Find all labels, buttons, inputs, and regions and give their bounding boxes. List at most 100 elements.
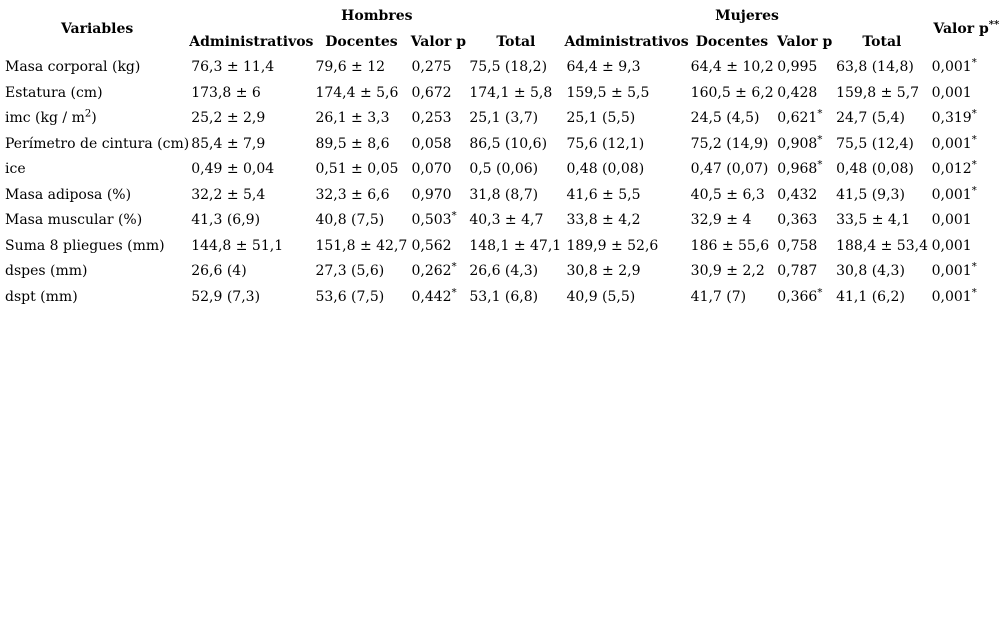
row-label: Masa corporal (kg) — [5, 59, 141, 76]
data-cell: 189,9 ± 52,6 — [566, 237, 659, 254]
group-header-mujeres: Mujeres — [715, 7, 779, 24]
row-label: dspt (mm) — [5, 288, 78, 305]
data-cell: 41,5 (9,3) — [836, 186, 905, 203]
significance-marker: * — [971, 185, 977, 197]
table-row: imc (kg / m2) 25,2 ± 2,9 26,1 ± 3,3 0,253 25… — [5, 106, 1003, 132]
valor-p-total-stars: ** — [988, 18, 1000, 30]
table-row: Masa muscular (%) 41,3 (6,9) 40,8 (7,5) 0,5… — [5, 208, 1003, 234]
col-header-mujeres-total: Total — [862, 33, 902, 50]
data-cell: 0,432 — [777, 186, 818, 203]
table-row: dspes (mm) 26,6 (4) 27,3 (5,6) 0,262* 26,6 (… — [5, 259, 1003, 285]
data-cell: 0,428 — [777, 84, 818, 101]
data-cell: 173,8 ± 6 — [191, 84, 261, 101]
data-cell: 0,5 (0,06) — [469, 161, 539, 178]
data-cell: 0,995 — [777, 59, 818, 76]
data-cell: 76,3 ± 11,4 — [191, 59, 275, 76]
data-cell: 0,366* — [777, 287, 823, 305]
valor-p-total-label: Valor p — [933, 20, 989, 37]
data-cell: 41,6 ± 5,5 — [566, 186, 641, 203]
data-cell: 26,6 (4) — [191, 263, 247, 280]
col-header-hombres-administrativos: Administrativos — [189, 33, 314, 50]
significance-marker: * — [971, 108, 977, 120]
data-cell: 0,001* — [931, 261, 977, 280]
data-cell: 79,6 ± 12 — [315, 59, 386, 76]
col-header-hombres-docentes: Docentes — [325, 33, 398, 50]
data-cell: 0,908* — [777, 134, 823, 152]
data-cell: 26,6 (4,3) — [469, 263, 539, 280]
data-cell: 0,262* — [411, 261, 457, 280]
data-cell: 26,1 ± 3,3 — [315, 110, 390, 127]
data-cell: 75,6 (12,1) — [566, 135, 645, 152]
table-header: Variables Hombres Mujeres Valor p** Admi… — [5, 3, 1003, 55]
data-cell: 160,5 ± 6,2 — [690, 84, 774, 101]
data-cell: 40,5 ± 6,3 — [690, 186, 765, 203]
data-cell: 32,3 ± 6,6 — [315, 186, 390, 203]
data-cell: 25,1 (5,5) — [566, 110, 636, 127]
row-label: ice — [5, 161, 26, 178]
data-cell: 0,012* — [931, 159, 977, 178]
data-cell: 40,3 ± 4,7 — [469, 212, 544, 229]
data-cell: 24,7 (5,4) — [836, 110, 905, 127]
data-cell: 0,621* — [777, 108, 823, 127]
col-header-hombres-total: Total — [496, 33, 536, 50]
data-cell: 0,49 ± 0,04 — [191, 161, 275, 178]
col-header-mujeres-administrativos: Administrativos — [564, 33, 689, 50]
group-header-row: Variables Hombres Mujeres Valor p** — [5, 3, 1003, 37]
data-cell: 33,8 ± 4,2 — [566, 212, 641, 229]
col-header-hombres-valor-p: Valor p — [410, 33, 467, 50]
significance-marker: * — [971, 287, 977, 299]
significance-marker: * — [971, 261, 977, 273]
data-cell: 0,001* — [931, 134, 977, 152]
data-cell: 0,51 ± 0,05 — [315, 161, 399, 178]
data-cell: 40,8 (7,5) — [315, 212, 385, 229]
table-row: Masa corporal (kg) 76,3 ± 11,4 79,6 ± 12 0,… — [5, 55, 1003, 81]
data-cell: 0,275 — [411, 59, 452, 76]
row-label: Perímetro de cintura (cm) — [5, 135, 190, 152]
data-cell: 0,970 — [411, 186, 452, 203]
data-cell: 89,5 ± 8,6 — [315, 135, 390, 152]
data-cell: 30,8 ± 2,9 — [566, 263, 641, 280]
data-cell: 27,3 (5,6) — [315, 263, 385, 280]
data-cell: 32,9 ± 4 — [690, 212, 752, 229]
data-cell: 30,8 (4,3) — [836, 263, 905, 280]
data-cell: 0,001 — [931, 237, 972, 254]
data-cell: 144,8 ± 51,1 — [191, 237, 284, 254]
data-cell: 52,9 (7,3) — [191, 288, 261, 305]
anthropometry-comparison-table: Variables Hombres Mujeres Valor p** Admi… — [5, 3, 1003, 310]
table-row: ice 0,49 ± 0,04 0,51 ± 0,05 0,070 0,5 (0,06)… — [5, 157, 1003, 183]
table-row: Estatura (cm) 173,8 ± 6 174,4 ± 5,6 0,672 17… — [5, 81, 1003, 107]
significance-marker: * — [971, 134, 977, 146]
significance-marker: * — [971, 57, 977, 69]
data-cell: 41,1 (6,2) — [836, 288, 905, 305]
data-cell: 148,1 ± 47,1 — [469, 237, 562, 254]
row-label: Suma 8 pliegues (mm) — [5, 237, 165, 254]
table-row: Suma 8 pliegues (mm) 144,8 ± 51,1 151,8 ± … — [5, 234, 1003, 260]
data-cell: 75,2 (14,9) — [690, 135, 769, 152]
data-cell: 174,1 ± 5,8 — [469, 84, 553, 101]
row-label: Masa muscular (%) — [5, 212, 143, 229]
group-header-hombres: Hombres — [341, 7, 413, 24]
data-cell: 159,8 ± 5,7 — [836, 84, 920, 101]
data-cell: 32,2 ± 5,4 — [191, 186, 266, 203]
data-cell: 0,442* — [411, 287, 457, 305]
data-cell: 0,001 — [931, 84, 972, 101]
data-cell: 64,4 ± 10,2 — [690, 59, 774, 76]
data-cell: 30,9 ± 2,2 — [690, 263, 765, 280]
data-cell: 64,4 ± 9,3 — [566, 59, 641, 76]
data-cell: 75,5 (18,2) — [469, 59, 548, 76]
data-cell: 159,5 ± 5,5 — [566, 84, 650, 101]
data-cell: 0,001 — [931, 212, 972, 229]
data-cell: 0,968* — [777, 159, 823, 178]
data-cell: 0,503* — [411, 210, 457, 229]
significance-marker: * — [817, 159, 823, 171]
table-body: Masa corporal (kg) 76,3 ± 11,4 79,6 ± 12 0,… — [5, 55, 1003, 310]
data-cell: 85,4 ± 7,9 — [191, 135, 266, 152]
data-cell: 0,001* — [931, 185, 977, 203]
data-cell: 41,7 (7) — [690, 288, 747, 305]
data-cell: 31,8 (8,7) — [469, 186, 539, 203]
table-row: dspt (mm) 52,9 (7,3) 53,6 (7,5) 0,442* 53,1 … — [5, 285, 1003, 311]
data-cell: 0,48 (0,08) — [836, 161, 914, 178]
row-label: imc (kg / m2) — [5, 108, 97, 127]
row-label: Masa adiposa (%) — [5, 186, 132, 203]
row-label: dspes (mm) — [5, 263, 88, 280]
